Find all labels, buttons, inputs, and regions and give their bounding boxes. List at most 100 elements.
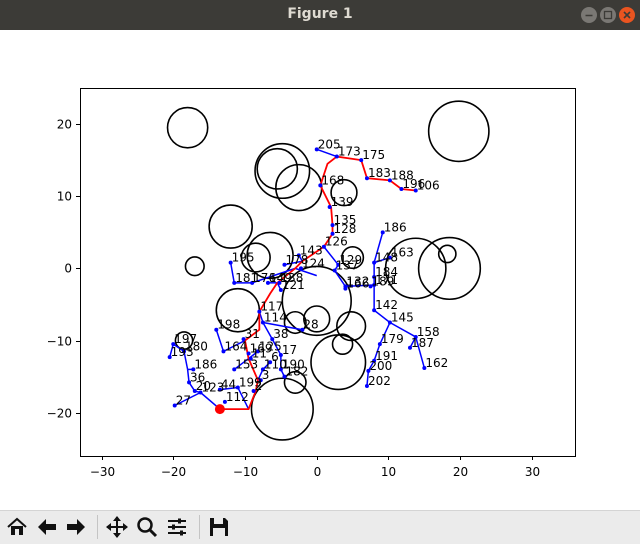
tree-node xyxy=(192,389,197,394)
node-label: 44 xyxy=(221,378,236,392)
obstacle-circle xyxy=(246,231,294,280)
axes-frame xyxy=(80,88,576,457)
node-label: 139 xyxy=(331,195,354,209)
node-label: 121 xyxy=(282,278,305,292)
node-label: 117 xyxy=(260,300,283,314)
tree-node xyxy=(343,284,348,289)
home-button[interactable] xyxy=(4,514,30,540)
node-label: 178 xyxy=(285,253,308,267)
goal-marker xyxy=(214,404,225,415)
node-label: 186 xyxy=(194,357,217,371)
obstacle-circle xyxy=(184,256,205,277)
tree-node xyxy=(372,358,377,363)
tree-node xyxy=(366,368,371,373)
tree-node xyxy=(270,337,275,342)
y-tick-label: 0 xyxy=(64,262,72,276)
pan-button[interactable] xyxy=(104,514,130,540)
tree-node xyxy=(359,158,364,163)
node-label: 149 xyxy=(269,271,292,285)
x-tick-label: −10 xyxy=(233,465,258,479)
node-label: 205 xyxy=(318,137,341,151)
obstacle-circle xyxy=(283,370,307,394)
tree-edge xyxy=(323,246,339,266)
tree-edge xyxy=(389,321,417,338)
obstacle-layer xyxy=(166,100,490,441)
obstacle-circle xyxy=(240,242,271,273)
x-tick-label: 20 xyxy=(453,465,468,479)
tree-node xyxy=(330,223,335,228)
tree-edge xyxy=(373,256,391,264)
minimize-button[interactable] xyxy=(581,7,597,23)
obstacle-circle xyxy=(331,333,354,356)
node-label: 191 xyxy=(375,349,398,363)
tree-node xyxy=(399,187,404,192)
node-label: 124 xyxy=(302,256,325,270)
tree-node xyxy=(321,244,326,249)
tree-edge xyxy=(229,262,235,283)
navigation-toolbar xyxy=(0,510,640,544)
node-label: 196 xyxy=(402,177,425,191)
tree-node xyxy=(380,230,385,235)
node-label: 183 xyxy=(368,166,391,180)
y-tick-label: −20 xyxy=(47,407,72,421)
tree-node xyxy=(222,399,227,404)
node-label: 195 xyxy=(232,251,255,265)
obstacle-circle xyxy=(283,310,307,335)
tree-node xyxy=(298,266,303,271)
tree-edge xyxy=(223,339,246,353)
obstacle-circle xyxy=(256,147,299,190)
maximize-button[interactable] xyxy=(600,7,616,23)
node-label: 180 xyxy=(185,339,208,353)
node-label: 148 xyxy=(375,251,398,265)
figure-canvas[interactable]: 205 173 175 183 188 196 106 168 139 135 128 126 186 1… xyxy=(0,30,640,510)
tree-node xyxy=(314,147,319,152)
node-label: 145 xyxy=(391,311,414,325)
tree-node xyxy=(413,188,418,193)
tree-node xyxy=(268,360,273,365)
back-button[interactable] xyxy=(34,514,60,540)
maximize-icon xyxy=(603,10,613,20)
zoom-button[interactable] xyxy=(134,514,160,540)
node-label: 128 xyxy=(334,222,357,236)
tree-edge xyxy=(183,351,189,370)
node-label: 110 xyxy=(264,357,287,371)
tree-node xyxy=(327,205,332,210)
node-label: 176 xyxy=(253,271,276,285)
node-label: 17 xyxy=(282,343,297,357)
path-layer xyxy=(214,155,416,415)
tree-edge xyxy=(373,232,384,263)
node-label: 138 xyxy=(280,271,303,285)
node-label: 2 xyxy=(255,379,263,393)
node-label: 28 xyxy=(303,318,318,332)
x-tick-label: 30 xyxy=(525,465,540,479)
obstacle-circle xyxy=(417,236,482,301)
x-tick-label: 0 xyxy=(314,465,322,479)
tree-node xyxy=(334,154,339,159)
x-tick-label: −30 xyxy=(90,465,115,479)
node-label: 143 xyxy=(300,243,323,257)
tree-node xyxy=(377,342,382,347)
node-label: 3 xyxy=(262,368,270,382)
configure-subplots-button[interactable] xyxy=(164,514,190,540)
node-label: 188 xyxy=(391,168,414,182)
tree-node xyxy=(235,385,240,390)
node-label: 186 xyxy=(384,220,407,234)
node-label: 166 xyxy=(346,277,369,291)
tree-edge xyxy=(262,321,303,331)
tree-node xyxy=(296,253,301,258)
tree-node xyxy=(228,260,233,265)
window-titlebar: Figure 1 xyxy=(0,0,640,30)
tree-node xyxy=(372,260,377,265)
tree-edge xyxy=(284,260,303,266)
obstacle-circle xyxy=(303,305,331,333)
tree-node xyxy=(217,387,222,392)
tree-node xyxy=(372,275,377,280)
forward-button[interactable] xyxy=(63,514,89,540)
tree-node xyxy=(255,349,260,354)
tree-node xyxy=(167,355,172,360)
close-button[interactable] xyxy=(619,7,635,23)
node-label: 193 xyxy=(171,345,194,359)
save-button[interactable] xyxy=(206,514,232,540)
obstacle-circle xyxy=(166,106,209,149)
tree-edge xyxy=(168,343,174,358)
